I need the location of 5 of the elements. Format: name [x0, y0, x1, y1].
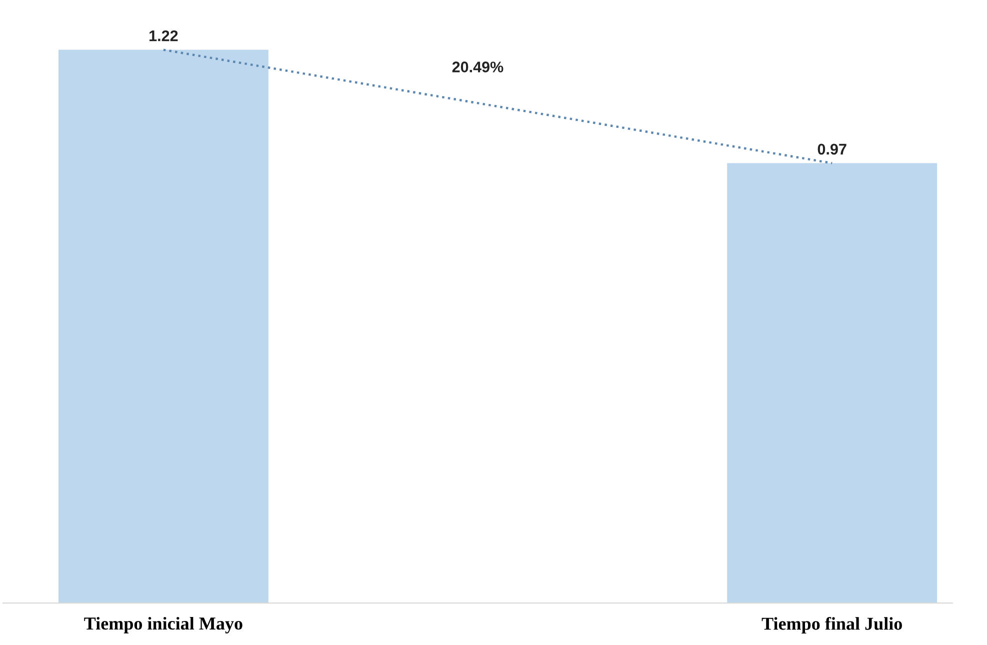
data-label: 1.22 — [150, 30, 178, 42]
x-tick-label: Tiempo inicial Mayo — [84, 616, 242, 634]
data-label: 0.97 — [818, 144, 846, 155]
x-tick-label: Tiempo final Julio — [762, 616, 902, 634]
annotation: 20.49% — [452, 62, 504, 72]
